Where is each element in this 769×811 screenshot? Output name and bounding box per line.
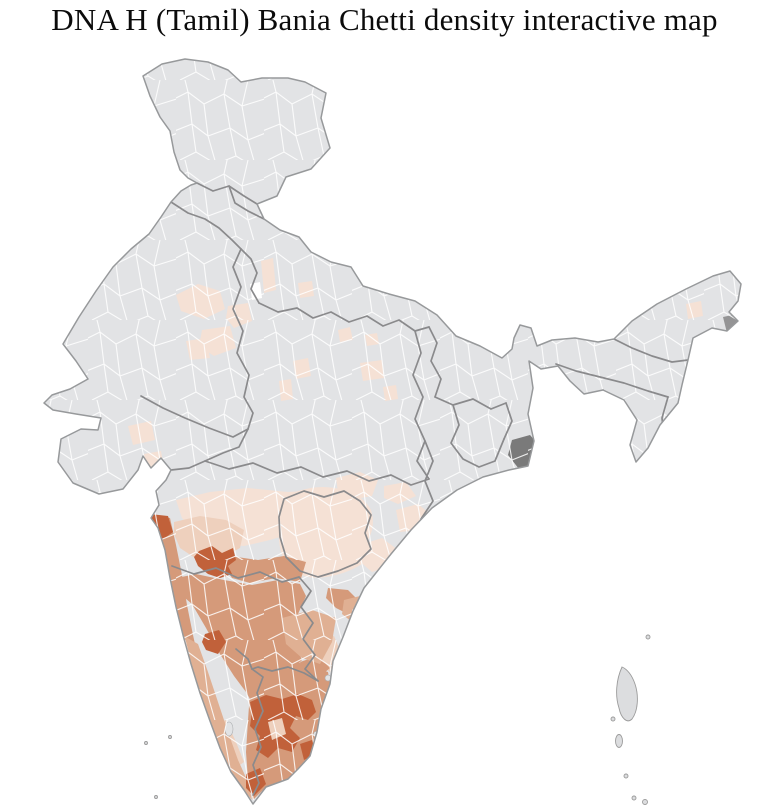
island-little-andaman[interactable] [615,734,623,748]
island-andaman-main[interactable] [616,666,638,722]
border-kerala-north [235,648,253,670]
island-andaman-north-dot[interactable] [645,634,651,640]
border-hp-punjab [228,185,265,220]
border-gujarat-maharashtra [170,428,249,471]
border-up-bihar [428,326,442,398]
border-bihar-wb [503,402,513,440]
border-bihar-jharkhand [434,396,507,410]
border-tripura-mizoram [599,389,611,423]
island-lakshadweep-dot[interactable] [144,741,148,745]
border-haryana-up [240,248,260,304]
border-rajasthan-east [232,248,254,430]
border-tamilnadu-north [251,666,319,682]
border-mp-chhattisgarh [412,330,430,480]
border-kerala-tamilnadu [251,668,264,796]
border-maharashtra-karnataka [171,565,300,583]
island-lakshadweep-dot[interactable] [168,735,172,739]
border-punjab-rajasthan [170,201,242,250]
border-up-mp [258,302,430,332]
border-jharkhand-odisha [450,404,505,468]
district-mesh-overlay [44,59,741,804]
island-nicobar-dot[interactable] [623,773,629,779]
border-mp-maharashtra [204,460,430,486]
border-karnataka-andhra [298,576,319,682]
island-lakshadweep-dot[interactable] [154,795,158,799]
islands[interactable] [144,634,651,805]
border-assam-meghalaya [555,363,669,398]
page-title: DNA H (Tamil) Bania Chetti density inter… [51,2,718,37]
border-odisha-west [420,440,434,520]
border-telangana [278,490,372,578]
island-andaman-dot[interactable] [610,716,616,722]
island-nicobar-dot[interactable] [631,795,637,801]
border-rajasthan-gujarat [140,395,249,438]
island-great-nicobar[interactable] [642,799,648,805]
state-borders [140,182,689,796]
border-assam-arunachal [613,338,689,363]
